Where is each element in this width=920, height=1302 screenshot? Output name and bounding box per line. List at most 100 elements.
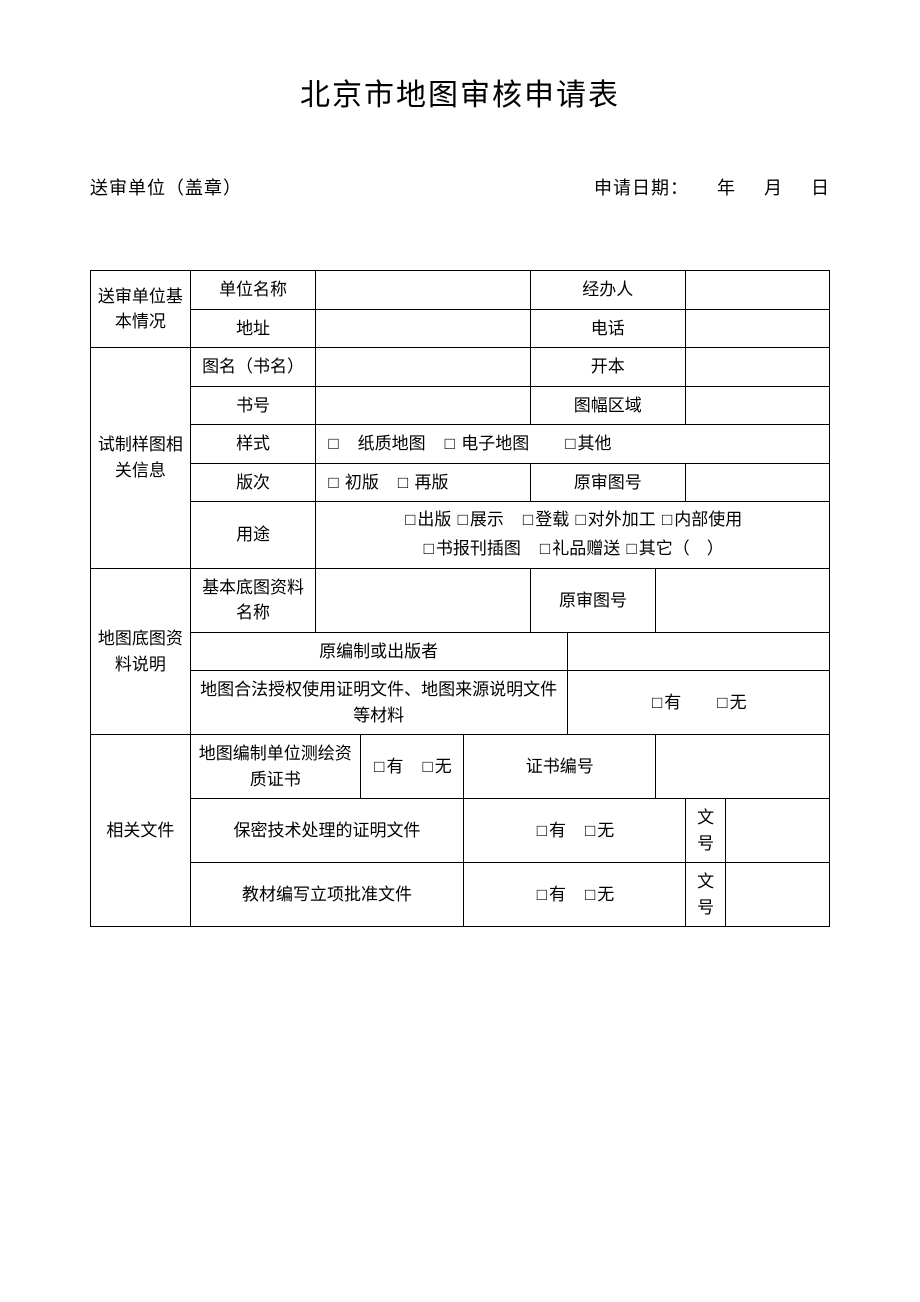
usage-outsource-label: 对外加工 bbox=[588, 510, 656, 529]
orig-review-field[interactable] bbox=[685, 463, 829, 502]
checkbox-icon: □ bbox=[374, 754, 384, 780]
style-electronic-label: 电子地图 bbox=[461, 434, 529, 453]
table-row: 送审单位基本情况 单位名称 经办人 bbox=[91, 271, 830, 310]
apply-date: 申请日期： 年 月 日 bbox=[594, 174, 830, 200]
map-name-field[interactable] bbox=[316, 348, 530, 387]
orig-review-field-2[interactable] bbox=[656, 568, 830, 632]
table-row: 书号 图幅区域 bbox=[91, 386, 830, 425]
edition-label: 版次 bbox=[190, 463, 316, 502]
style-paper-label: 纸质地图 bbox=[358, 434, 426, 453]
qualification-label: 地图编制单位测绘资质证书 bbox=[190, 735, 360, 799]
style-options[interactable]: □ 纸质地图 □ 电子地图 □其他 bbox=[316, 425, 830, 464]
edition-reprint-label: 再版 bbox=[414, 473, 448, 492]
style-label: 样式 bbox=[190, 425, 316, 464]
base-map-label: 基本底图资料名称 bbox=[190, 568, 316, 632]
checkbox-icon: □ bbox=[328, 431, 338, 457]
checkbox-icon: □ bbox=[537, 818, 547, 844]
checkbox-icon: □ bbox=[717, 690, 727, 716]
orig-review-label-2: 原审图号 bbox=[530, 568, 656, 632]
handler-label: 经办人 bbox=[530, 271, 685, 310]
doc-no-field-2[interactable] bbox=[726, 863, 830, 927]
unit-name-label: 单位名称 bbox=[190, 271, 316, 310]
checkbox-icon: □ bbox=[626, 535, 636, 564]
usage-publish-label: 出版 bbox=[417, 510, 451, 529]
cert-no-label: 证书编号 bbox=[464, 735, 656, 799]
confidential-label: 保密技术处理的证明文件 bbox=[190, 799, 463, 863]
table-row: 用途 □出版 □展示 □登载 □对外加工 □内部使用 □书报刊插图 □礼品赠送 … bbox=[91, 502, 830, 569]
table-row: 教材编写立项批准文件 □有 □无 文号 bbox=[91, 863, 830, 927]
usage-display-label: 展示 bbox=[470, 510, 504, 529]
month-label: 月 bbox=[764, 178, 783, 198]
edition-first-label: 初版 bbox=[345, 473, 379, 492]
region-label: 图幅区域 bbox=[530, 386, 685, 425]
compiler-field[interactable] bbox=[567, 632, 829, 671]
confidential-options[interactable]: □有 □无 bbox=[464, 799, 686, 863]
checkbox-icon: □ bbox=[585, 882, 595, 908]
format-field[interactable] bbox=[685, 348, 829, 387]
phone-field[interactable] bbox=[685, 309, 829, 348]
table-row: 地址 电话 bbox=[91, 309, 830, 348]
cert-no-field[interactable] bbox=[656, 735, 830, 799]
textbook-label: 教材编写立项批准文件 bbox=[190, 863, 463, 927]
book-no-field[interactable] bbox=[316, 386, 530, 425]
qualification-options[interactable]: □有 □无 bbox=[360, 735, 463, 799]
phone-label: 电话 bbox=[530, 309, 685, 348]
year-label: 年 bbox=[717, 178, 736, 198]
unit-name-field[interactable] bbox=[316, 271, 530, 310]
no-label: 无 bbox=[597, 885, 614, 904]
address-label: 地址 bbox=[190, 309, 316, 348]
region-field[interactable] bbox=[685, 386, 829, 425]
yes-label: 有 bbox=[386, 757, 403, 776]
apply-date-label: 申请日期： bbox=[594, 178, 689, 198]
usage-illustration-label: 书报刊插图 bbox=[436, 539, 521, 558]
format-label: 开本 bbox=[530, 348, 685, 387]
textbook-options[interactable]: □有 □无 bbox=[464, 863, 686, 927]
orig-review-label: 原审图号 bbox=[530, 463, 685, 502]
checkbox-icon: □ bbox=[662, 506, 672, 535]
application-form-table: 送审单位基本情况 单位名称 经办人 地址 电话 试制样图相关信息 图名（书名） … bbox=[90, 270, 830, 927]
checkbox-icon: □ bbox=[422, 754, 432, 780]
header-row: 送审单位（盖章） 申请日期：年月日 bbox=[90, 174, 830, 200]
map-name-label: 图名（书名） bbox=[190, 348, 316, 387]
checkbox-icon: □ bbox=[424, 535, 434, 564]
usage-publish2-label: 登载 bbox=[535, 510, 569, 529]
auth-doc-options[interactable]: □有 □无 bbox=[567, 671, 829, 735]
base-map-field[interactable] bbox=[316, 568, 530, 632]
address-field[interactable] bbox=[316, 309, 530, 348]
table-row: 样式 □ 纸质地图 □ 电子地图 □其他 bbox=[91, 425, 830, 464]
section3-label: 地图底图资料说明 bbox=[91, 568, 191, 735]
checkbox-icon: □ bbox=[328, 470, 338, 496]
edition-options[interactable]: □ 初版 □ 再版 bbox=[316, 463, 530, 502]
checkbox-icon: □ bbox=[445, 431, 455, 457]
table-row: 地图合法授权使用证明文件、地图来源说明文件等材料 □有 □无 bbox=[91, 671, 830, 735]
section2-label: 试制样图相关信息 bbox=[91, 348, 191, 569]
doc-no-label-2: 文号 bbox=[685, 863, 726, 927]
table-row: 保密技术处理的证明文件 □有 □无 文号 bbox=[91, 799, 830, 863]
compiler-label: 原编制或出版者 bbox=[190, 632, 567, 671]
handler-field[interactable] bbox=[685, 271, 829, 310]
doc-no-field[interactable] bbox=[726, 799, 830, 863]
checkbox-icon: □ bbox=[523, 506, 533, 535]
no-label: 无 bbox=[730, 693, 747, 712]
checkbox-icon: □ bbox=[565, 431, 575, 457]
yes-label: 有 bbox=[549, 885, 566, 904]
day-label: 日 bbox=[811, 178, 830, 198]
usage-label: 用途 bbox=[190, 502, 316, 569]
usage-internal-label: 内部使用 bbox=[674, 510, 742, 529]
style-other-label: 其他 bbox=[577, 434, 611, 453]
checkbox-icon: □ bbox=[585, 818, 595, 844]
checkbox-icon: □ bbox=[458, 506, 468, 535]
table-row: 相关文件 地图编制单位测绘资质证书 □有 □无 证书编号 bbox=[91, 735, 830, 799]
table-row: 原编制或出版者 bbox=[91, 632, 830, 671]
table-row: 试制样图相关信息 图名（书名） 开本 bbox=[91, 348, 830, 387]
table-row: 版次 □ 初版 □ 再版 原审图号 bbox=[91, 463, 830, 502]
doc-no-label: 文号 bbox=[685, 799, 726, 863]
usage-options[interactable]: □出版 □展示 □登载 □对外加工 □内部使用 □书报刊插图 □礼品赠送 □其它… bbox=[316, 502, 830, 569]
no-label: 无 bbox=[597, 821, 614, 840]
auth-doc-label: 地图合法授权使用证明文件、地图来源说明文件等材料 bbox=[190, 671, 567, 735]
checkbox-icon: □ bbox=[405, 506, 415, 535]
usage-gift-label: 礼品赠送 bbox=[552, 539, 620, 558]
section1-label: 送审单位基本情况 bbox=[91, 271, 191, 348]
checkbox-icon: □ bbox=[575, 506, 585, 535]
yes-label: 有 bbox=[549, 821, 566, 840]
